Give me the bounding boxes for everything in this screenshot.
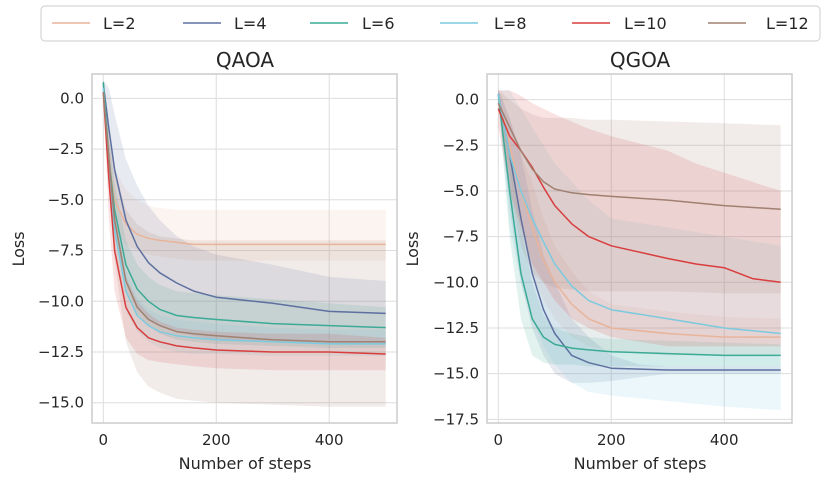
y-tick-label-qaoa: −7.5 <box>48 242 84 260</box>
series-line-l4-qgoa <box>497 93 781 371</box>
chart-qaoa: QAOA Number of steps Loss 0.0 −2.5 −5.0 −7.… <box>9 48 398 473</box>
series-line-l10-qaoa <box>102 92 386 355</box>
band-l12-qaoa <box>103 88 386 407</box>
y-axis-label-qgoa: Loss <box>403 231 422 266</box>
band-l4-qaoa <box>103 80 386 344</box>
y-tick-label-qgoa: −12.5 <box>433 319 479 337</box>
x-tick-label-qgoa: 400 <box>710 431 739 449</box>
legend-label-l12: L=12 <box>766 14 809 33</box>
plot-area-qgoa <box>487 74 792 423</box>
x-axis-label-qgoa: Number of steps <box>574 454 707 473</box>
y-tick-label-qgoa: −2.5 <box>443 136 479 154</box>
legend-entry-l4: L=4 <box>183 14 267 33</box>
x-tick-label-qgoa: 0 <box>494 431 504 449</box>
x-axis-label-qaoa: Number of steps <box>179 454 312 473</box>
series-line-l12-qgoa <box>497 102 781 210</box>
y-tick-label-qaoa: −2.5 <box>48 140 84 158</box>
plot-area-qaoa <box>92 74 397 423</box>
legend-entry-l12: L=12 <box>708 14 809 33</box>
legend-frame <box>40 5 821 42</box>
plot-frame-qgoa <box>486 73 793 424</box>
band-l12-qgoa <box>498 90 781 294</box>
legend-entry-l8: L=8 <box>440 14 527 33</box>
band-l6-qaoa <box>103 80 386 348</box>
series-line-l8-qaoa <box>102 88 386 345</box>
y-tick-label-qaoa: −12.5 <box>38 343 84 361</box>
chart-title-qaoa: QAOA <box>216 48 274 72</box>
series-line-l12-qaoa <box>102 92 386 343</box>
y-tick-label-qgoa: −10.0 <box>433 273 479 291</box>
y-tick-label-qgoa: −7.5 <box>443 228 479 246</box>
legend-label-l6: L=6 <box>362 14 395 33</box>
y-tick-label-qgoa: −5.0 <box>443 182 479 200</box>
y-tick-label-qaoa: −15.0 <box>38 394 84 412</box>
legend-label-l10: L=10 <box>624 14 667 33</box>
y-tick-label-qaoa: −10.0 <box>38 292 84 310</box>
y-tick-label-qaoa: −5.0 <box>48 191 84 209</box>
y-tick-label-qgoa: 0.0 <box>455 91 479 109</box>
chart-title-qgoa: QGOA <box>610 48 671 72</box>
x-tick-label-qgoa: 200 <box>597 431 626 449</box>
legend-label-l8: L=8 <box>494 14 527 33</box>
series-line-l6-qgoa <box>497 94 781 357</box>
series-line-l2-qaoa <box>102 88 386 246</box>
legend-entry-l2: L=2 <box>52 14 136 33</box>
x-tick-label-qaoa: 200 <box>202 431 231 449</box>
legend-entry-l10: L=10 <box>572 14 667 33</box>
band-l2-qaoa <box>103 82 386 261</box>
chart-qgoa: QGOA Number of steps Loss 0.0 −2.5 −5.0 −7.… <box>403 48 793 473</box>
series-line-l8-qgoa <box>497 93 781 335</box>
y-tick-label-qgoa: −15.0 <box>433 365 479 383</box>
plot-frame-qaoa <box>91 73 398 424</box>
series-line-l4-qaoa <box>102 84 386 315</box>
legend-entry-l6: L=6 <box>310 14 395 33</box>
legend-label-l4: L=4 <box>234 14 267 33</box>
y-tick-label-qaoa: 0.0 <box>60 89 84 107</box>
legend: L=2 L=4 L=6 L=8 L=10 L=12 <box>40 5 821 42</box>
band-l8-qgoa <box>498 90 781 411</box>
x-tick-label-qaoa: 0 <box>99 431 109 449</box>
band-l2-qgoa <box>498 90 781 356</box>
x-tick-label-qaoa: 400 <box>315 431 344 449</box>
legend-label-l2: L=2 <box>103 14 136 33</box>
series-line-l6-qaoa <box>102 82 386 329</box>
y-axis-label-qaoa: Loss <box>9 231 28 266</box>
y-tick-label-qgoa: −17.5 <box>433 410 479 428</box>
